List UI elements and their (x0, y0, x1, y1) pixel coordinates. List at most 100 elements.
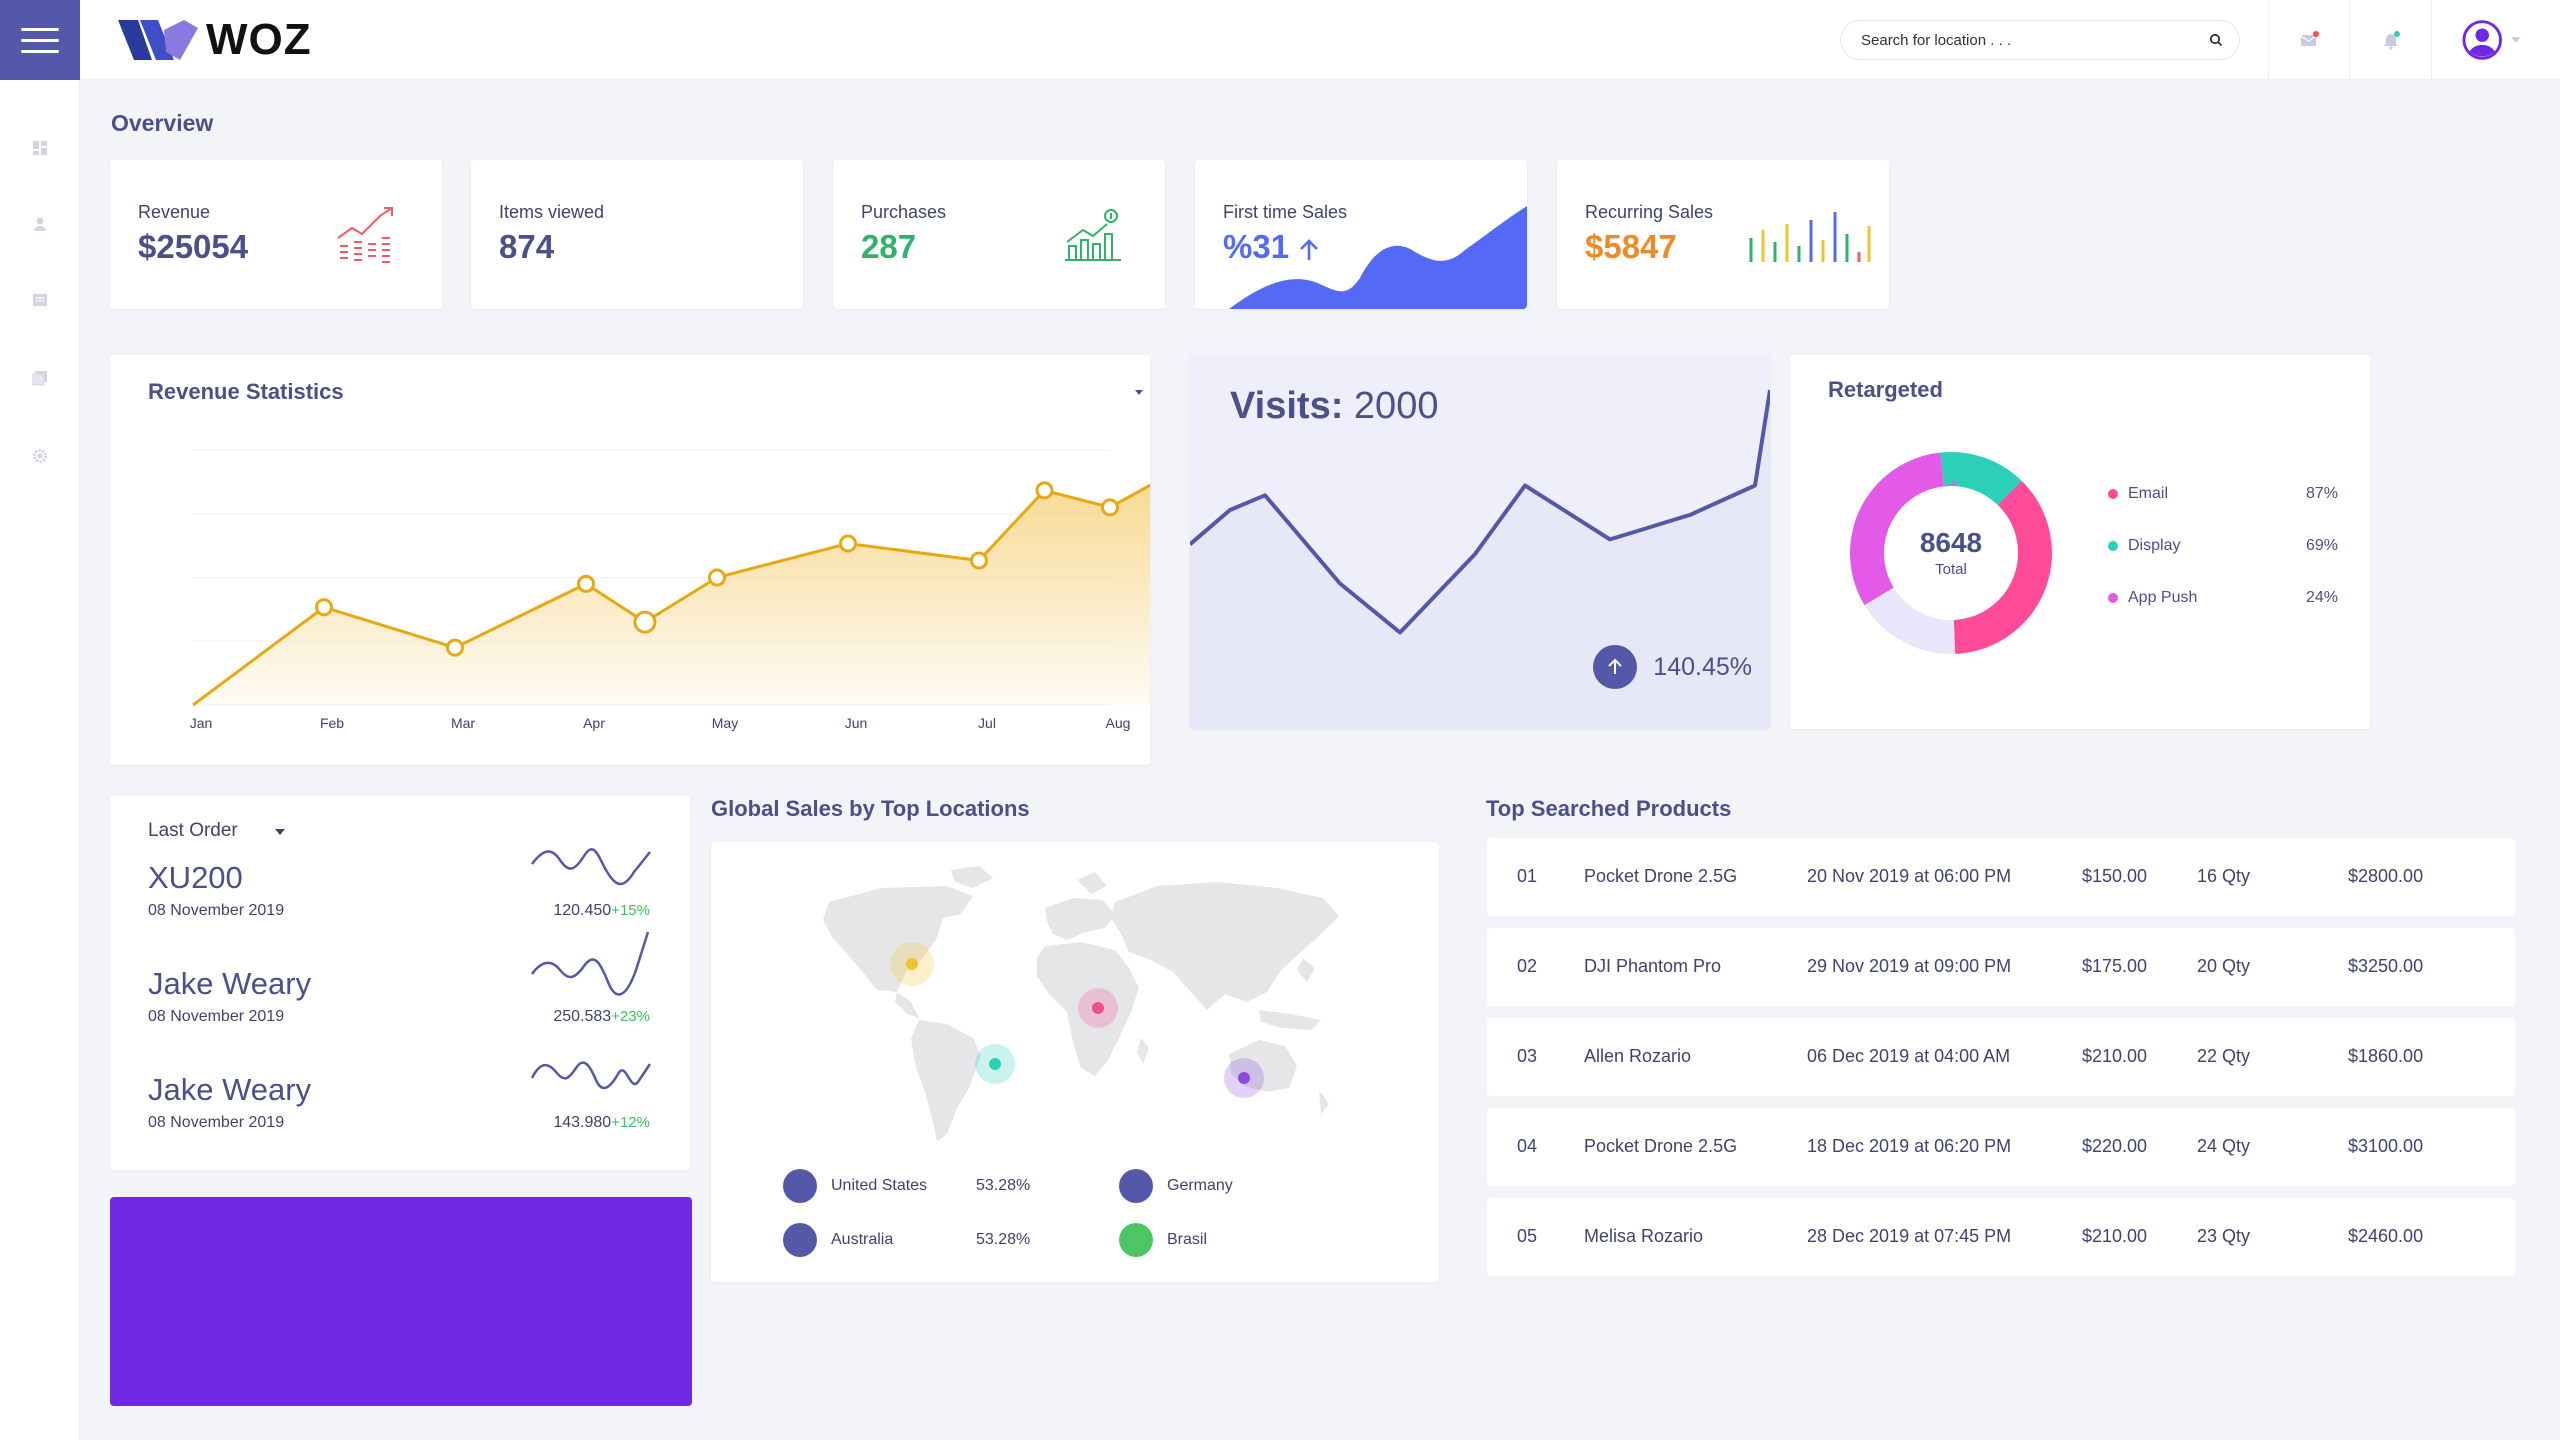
legend-dot (783, 1169, 817, 1203)
table-row[interactable]: 03 Allen Rozario 06 Dec 2019 at 04:00 AM… (1487, 1018, 2515, 1096)
product-qty: 24 Qty (2197, 1136, 2251, 1156)
product-total: $1860.00 (2348, 1046, 2424, 1066)
order-value: 143.980+12% (553, 1114, 650, 1131)
table-row[interactable]: 02 DJI Phantom Pro 29 Nov 2019 at 09:00 … (1487, 928, 2515, 1006)
kpi-card-items-viewed[interactable]: Items viewed 874 (471, 160, 803, 309)
chevron-down-icon[interactable] (2510, 36, 2522, 44)
legend-label: App Push (2128, 589, 2198, 606)
retargeted-card: Retargeted 8648 Total Email 87% Display … (1790, 355, 2370, 729)
donut-chart (1850, 452, 2052, 654)
revenue-area (193, 485, 1150, 705)
avatar-icon (2462, 20, 2502, 60)
caret-down-icon[interactable] (1134, 387, 1144, 397)
location-legend-item: Germany (1119, 1168, 1233, 1204)
kpi-card-revenue[interactable]: Revenue $25054 (110, 160, 442, 309)
kpi-card-first-time-sales[interactable]: First time Sales %31 (1195, 160, 1527, 309)
location-legend-item: Brasil (1119, 1222, 1207, 1258)
top-bar: WOZ (0, 0, 2560, 80)
product-date: 06 Dec 2019 at 04:00 AM (1807, 1046, 2011, 1066)
product-qty: 16 Qty (2197, 866, 2251, 886)
order-change: +12% (611, 1114, 650, 1131)
product-total: $3100.00 (2348, 1136, 2424, 1156)
menu-icon-bar (21, 27, 59, 31)
kpi-label: Revenue (138, 202, 211, 222)
sparkline (530, 931, 650, 996)
kpi-card-recurring-sales[interactable]: Recurring Sales $5847 (1557, 160, 1889, 309)
table-row[interactable]: 01 Pocket Drone 2.5G 20 Nov 2019 at 06:0… (1487, 838, 2515, 916)
arrow-up-icon (1593, 645, 1638, 689)
user-icon[interactable] (28, 212, 52, 236)
visits-heading: Visits: 2000 (1230, 385, 1438, 428)
product-qty: 23 Qty (2197, 1226, 2251, 1246)
caret-down-icon[interactable] (274, 828, 286, 836)
revenue-point (315, 598, 333, 617)
product-name: Pocket Drone 2.5G (1584, 866, 1738, 886)
revenue-point (577, 574, 595, 593)
product-date: 29 Nov 2019 at 09:00 PM (1807, 956, 2012, 976)
brand-logo[interactable]: WOZ (118, 14, 312, 66)
location-legend-item: Australia (783, 1222, 893, 1258)
row-number: 03 (1517, 1046, 1538, 1066)
last-order-card: Last Order XU200 08 November 2019 120.45… (110, 796, 690, 1170)
user-menu[interactable] (2462, 20, 2522, 60)
row-number: 05 (1517, 1226, 1538, 1246)
product-date: 20 Nov 2019 at 06:00 PM (1807, 866, 2012, 886)
visits-change-value: 140.45% (1653, 652, 1752, 681)
row-number: 02 (1517, 956, 1538, 976)
revenue-point (446, 638, 464, 657)
sparkline (530, 1061, 652, 1090)
legend-value: 69% (2305, 537, 2338, 554)
last-order-dropdown[interactable]: Last Order (148, 820, 238, 841)
search-box[interactable] (1840, 20, 2240, 60)
visits-line (1190, 389, 1770, 635)
brand-name: WOZ (206, 15, 312, 64)
menu-icon-bar (21, 49, 59, 53)
product-qty: 20 Qty (2197, 956, 2251, 976)
logo-mark-icon (118, 20, 198, 60)
revenue-statistics-card: Jan Feb Mar Apr May Jun Jul Aug Revenue Statist… (110, 355, 1150, 765)
order-value: 250.583+23% (553, 1008, 650, 1025)
table-row[interactable]: 05 Melisa Rozario 28 Dec 2019 at 07:45 P… (1487, 1198, 2515, 1276)
x-tick-label: May (712, 715, 738, 731)
revenue-point (1035, 481, 1054, 500)
x-tick-label: Jan (190, 715, 213, 731)
location-name: Australia (831, 1231, 894, 1248)
search-icon[interactable] (2209, 33, 2223, 47)
messages-icon[interactable] (2292, 22, 2328, 58)
donut-segment (1850, 452, 2052, 654)
product-date: 18 Dec 2019 at 06:20 PM (1807, 1136, 2012, 1156)
x-tick-label: Aug (1106, 715, 1131, 731)
donut-total-value: 8648 (1919, 526, 1983, 558)
document-icon[interactable] (28, 288, 52, 312)
promo-card (110, 1197, 692, 1406)
legend-dot (783, 1223, 817, 1257)
legend-dot (2108, 593, 2118, 603)
sidebar (0, 80, 80, 1440)
kpi-label: Purchases (861, 202, 947, 222)
kpi-value: 874 (499, 228, 555, 265)
kpi-card-purchases[interactable]: Purchases 287 (833, 160, 1165, 309)
menu-toggle-button[interactable] (0, 0, 80, 80)
x-tick-label: Jul (978, 715, 996, 731)
order-change: +15% (611, 902, 650, 919)
legend-label: Display (2128, 537, 2181, 554)
x-tick-label: Jun (845, 715, 868, 731)
search-input[interactable] (1861, 31, 2209, 49)
location-percent: 53.28% (976, 1177, 1031, 1194)
product-qty: 22 Qty (2197, 1046, 2251, 1066)
dashboard-icon[interactable] (28, 136, 52, 160)
visits-area (1190, 390, 1770, 729)
legend-item-display: Display 69% (2108, 534, 2338, 558)
notifications-icon[interactable] (2374, 22, 2410, 58)
sparkline (531, 848, 651, 886)
settings-gear-icon[interactable] (28, 444, 52, 468)
visits-chart (1190, 389, 1770, 729)
order-name: Jake Weary (148, 1072, 312, 1107)
product-name: Pocket Drone 2.5G (1584, 1136, 1738, 1156)
row-number: 04 (1517, 1136, 1538, 1156)
retargeted-donut: 8648 Total (1848, 450, 2054, 656)
order-value: 120.450+15% (553, 902, 650, 919)
menu-icon-bar (21, 38, 59, 42)
gallery-icon[interactable] (28, 366, 52, 390)
table-row[interactable]: 04 Pocket Drone 2.5G 18 Dec 2019 at 06:2… (1487, 1108, 2515, 1186)
